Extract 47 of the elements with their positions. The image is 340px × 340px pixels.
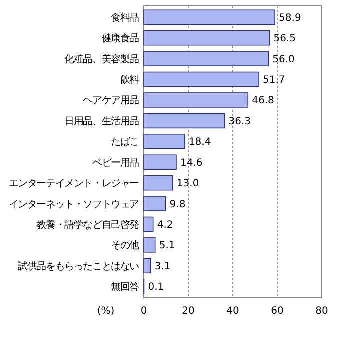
y-tick-label: たばこ (111, 137, 139, 148)
data-label: 46.8 (252, 96, 274, 107)
data-label: 56.0 (272, 54, 295, 66)
y-tick-label: その他 (111, 240, 140, 252)
data-label: 13.0 (176, 178, 200, 190)
data-label: 36.3 (228, 116, 252, 128)
data-label: 9.8 (170, 199, 186, 210)
y-tick-label: インターネット・ソフトウェア (8, 199, 140, 210)
bar (144, 72, 260, 88)
x-tick-label: 40 (226, 306, 240, 317)
y-tick-label: 化粧品、美容製品 (64, 53, 140, 66)
data-label: 5.1 (159, 240, 176, 252)
x-tick-label: 80 (316, 306, 328, 317)
data-label: 58.9 (279, 12, 302, 24)
data-label: 14.6 (180, 158, 203, 169)
y-tick-label: エンターテイメント・レジャー (8, 178, 140, 190)
x-tick-label: 0 (140, 306, 148, 317)
data-label: 0.1 (148, 282, 164, 294)
y-tick-label: 日用品、生活用品 (64, 115, 140, 128)
data-label: 4.2 (157, 220, 174, 231)
data-label: 3.1 (154, 261, 171, 272)
bar (144, 216, 154, 232)
bar (144, 238, 156, 253)
data-label: 56.5 (274, 34, 296, 45)
y-tick-label: ベビー用品 (92, 158, 140, 169)
y-tick-label: 健康食品 (102, 32, 140, 45)
bar (144, 113, 226, 129)
bar (144, 196, 166, 212)
y-tick-label: 無回答 (111, 281, 140, 294)
y-tick-label: 教養・語学など自己啓発 (36, 218, 140, 231)
bar (144, 154, 177, 170)
bar (144, 92, 249, 108)
bar (144, 10, 276, 26)
bar (144, 258, 152, 274)
bar (144, 134, 186, 150)
data-label: 51.7 (263, 75, 286, 86)
bar (144, 175, 174, 191)
y-tick-label: 食料品 (111, 12, 140, 24)
y-tick-label: ヘアケア用品 (83, 96, 140, 107)
data-label: 18.4 (188, 137, 212, 148)
bar (144, 51, 269, 66)
x-tick-label: 20 (182, 306, 195, 317)
x-tick-label: 60 (271, 306, 284, 317)
y-tick-label: 飲料 (120, 74, 140, 86)
x-axis-title: (%) (97, 306, 115, 317)
y-tick-label: 試供品をもらったことはない (18, 260, 140, 272)
bar (144, 30, 270, 46)
